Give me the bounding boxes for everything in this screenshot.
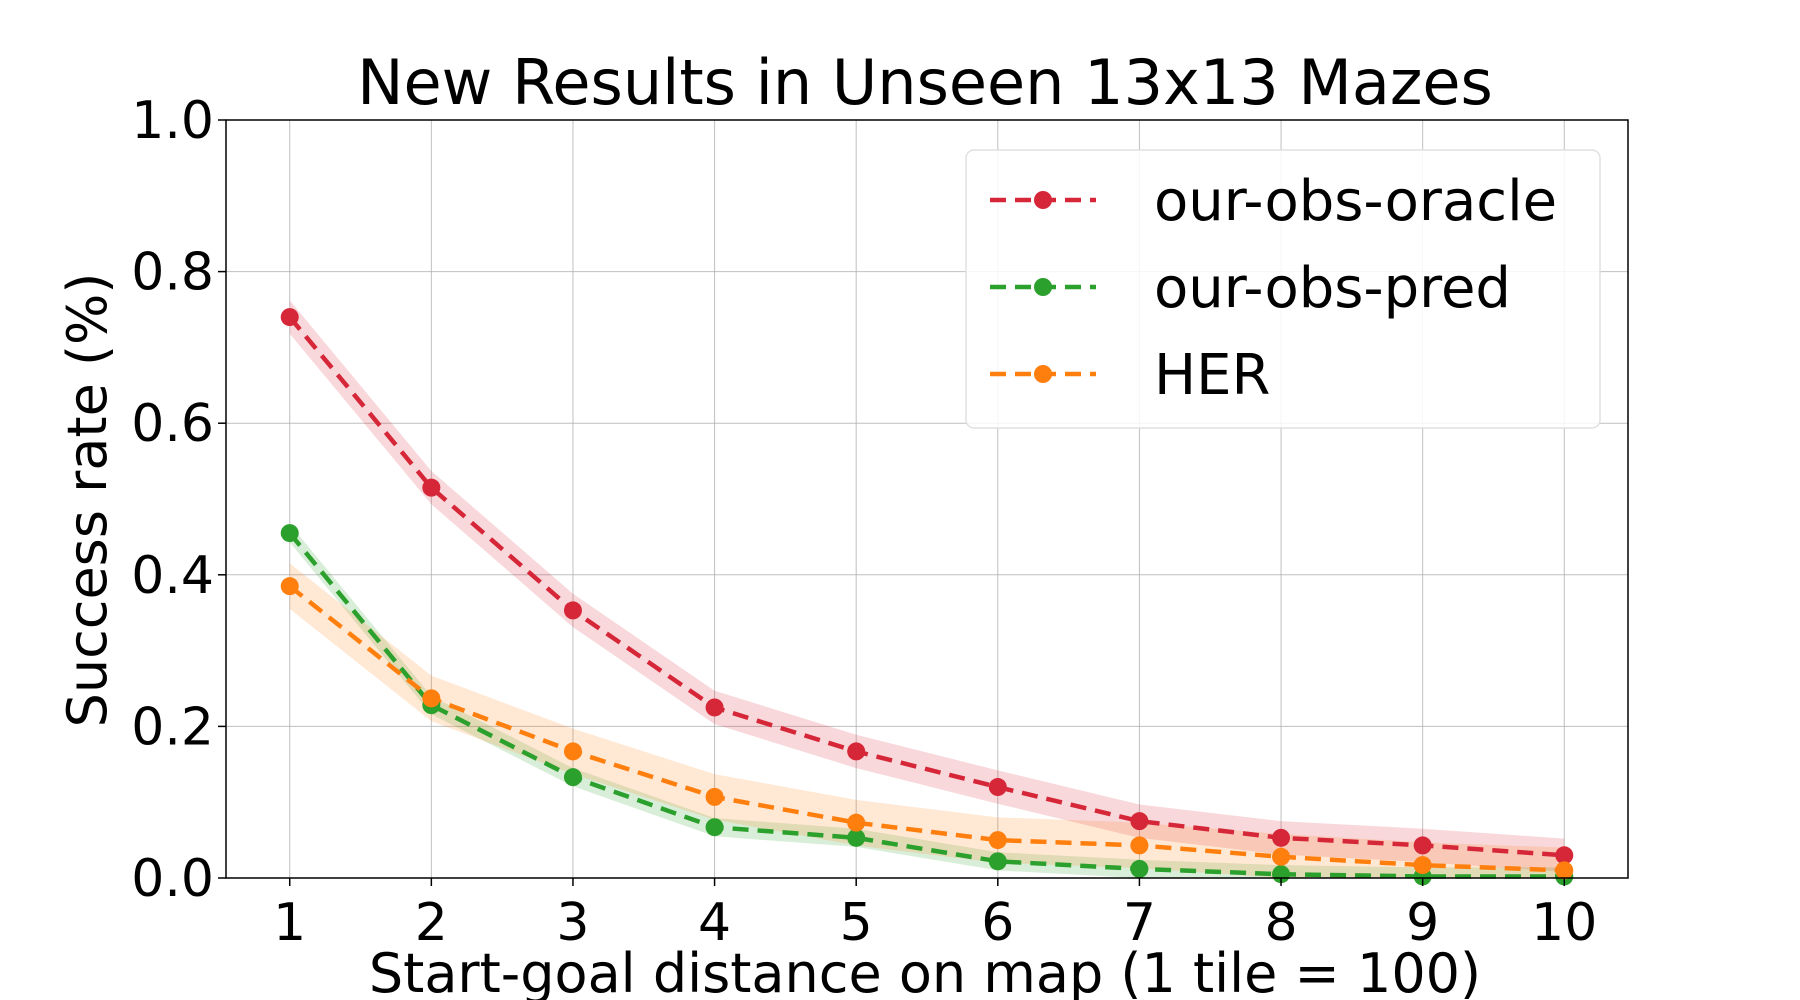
point-her [280,577,299,596]
point-her [1130,836,1149,855]
point-her [422,689,441,708]
line-our-obs-oracle [287,315,1565,858]
point-her [988,831,1007,850]
point-our-obs-oracle [1272,828,1291,847]
line-her [288,584,1565,873]
band-our-obs-oracle [289,300,1565,872]
point-our-obs-oracle [988,778,1007,797]
point-her [563,742,582,761]
point-our-obs-oracle [422,478,441,497]
y-tick-label: 0.2 [131,697,214,757]
point-our-obs-oracle [1413,836,1432,855]
legend-label: our-obs-oracle [1154,169,1557,234]
x-tick-labels: 1 2 3 4 5 6 7 8 9 10 [273,878,1597,953]
y-tick-label: 0.8 [131,243,214,303]
y-tick-label: 0.6 [131,394,214,454]
x-axis-label: Start-goal distance on map (1 tile = 100… [369,942,1481,1000]
band-her [289,563,1565,878]
x-tick-label: 4 [698,893,731,953]
y-axis-label: Success rate (%) [56,273,119,728]
point-our-obs-oracle [847,742,866,761]
point-her [705,787,724,806]
x-tick-label: 5 [840,893,873,953]
point-our-obs-pred [563,768,582,787]
legend-marker [1034,365,1052,383]
x-tick-label: 10 [1531,893,1597,953]
y-tick-label: 0.4 [131,546,214,606]
point-her [1413,856,1432,875]
point-our-obs-oracle [563,601,582,620]
legend-label: our-obs-pred [1154,256,1511,321]
point-our-obs-pred [988,852,1007,871]
y-tick-labels: 0.0 0.2 0.4 0.6 0.8 1.0 [131,91,226,909]
point-our-obs-oracle [1555,846,1574,865]
chart-title: New Results in Unseen 13x13 Mazes [357,46,1493,119]
point-our-obs-oracle [280,308,299,327]
y-tick-label: 0.0 [131,849,214,909]
point-her [1272,847,1291,866]
legend-marker [1034,191,1052,209]
series-lines [287,315,1565,879]
point-our-obs-oracle [1130,812,1149,831]
plot-frame [225,119,1629,879]
legend-label: HER [1154,343,1270,408]
x-tick-label: 7 [1123,893,1156,953]
point-our-obs-oracle [705,698,724,717]
point-our-obs-pred [705,818,724,837]
confidence-bands [289,300,1565,878]
series-points [280,308,1574,886]
point-her [1555,861,1574,880]
x-tick-label: 3 [556,893,589,953]
legend-marker [1034,278,1052,296]
legend: our-obs-oracle our-obs-pred HER [965,149,1601,429]
x-tick-label: 1 [273,893,306,953]
band-our-obs-pred [289,524,1565,878]
point-our-obs-pred [847,828,866,847]
x-tick-label: 9 [1406,893,1439,953]
y-tick-label: 1.0 [131,91,214,151]
point-our-obs-pred [280,524,299,543]
point-her [847,813,866,832]
point-our-obs-pred [1130,859,1149,878]
x-tick-label: 6 [981,893,1014,953]
x-tick-label: 8 [1264,893,1297,953]
line-our-obs-pred [287,531,1565,879]
x-tick-label: 2 [415,893,448,953]
legend-box [965,149,1601,429]
